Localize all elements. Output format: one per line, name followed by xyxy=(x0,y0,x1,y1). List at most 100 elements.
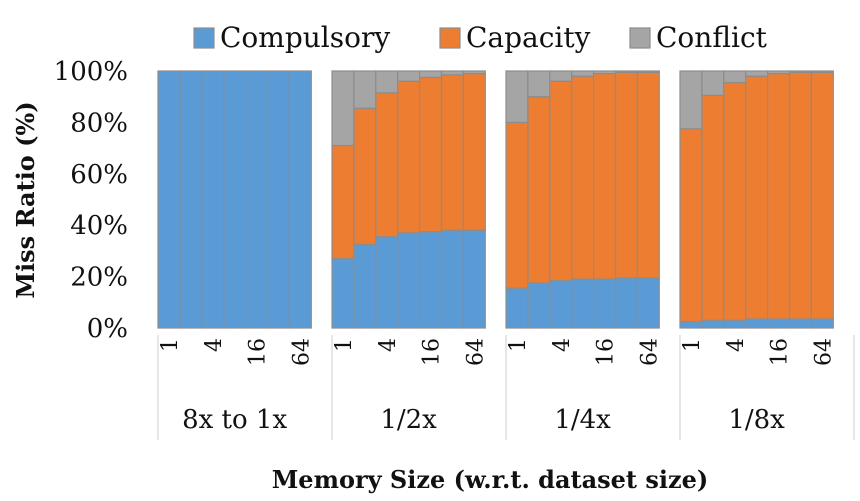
bar-segment-compulsory xyxy=(245,70,269,329)
bar-group xyxy=(157,70,312,329)
bar-segment-compulsory xyxy=(810,318,834,329)
bar-segment-capacity xyxy=(636,71,660,279)
bars xyxy=(157,70,834,329)
bar-segment-conflict xyxy=(397,70,421,82)
bar-segment-capacity xyxy=(549,80,573,282)
x-tick-label: 64 xyxy=(637,338,662,366)
bar-segment-conflict xyxy=(353,70,377,109)
bar-segment-conflict xyxy=(679,70,703,130)
bar-segment-capacity xyxy=(419,76,443,233)
y-tick-label: 60% xyxy=(70,160,128,190)
bar-segment-conflict xyxy=(505,70,529,124)
x-tick-label: 1 xyxy=(158,338,183,352)
x-tick-label: 4 xyxy=(550,338,575,352)
legend: Compulsory Capacity Conflict xyxy=(193,21,768,54)
bar-segment-capacity xyxy=(745,75,769,320)
x-tick-label: 16 xyxy=(768,338,793,366)
bar-segment-capacity xyxy=(462,72,486,231)
bar-segment-compulsory xyxy=(766,318,791,329)
legend-swatch xyxy=(629,27,651,49)
bar-segment-conflict xyxy=(745,70,769,77)
bar-segment-conflict xyxy=(571,70,595,77)
y-tick-label: 40% xyxy=(70,211,128,241)
bar-segment-capacity xyxy=(723,81,747,321)
legend-swatch xyxy=(439,27,461,49)
x-tick-label: 4 xyxy=(376,338,401,352)
bar-segment-capacity xyxy=(592,72,617,280)
bar-segment-compulsory xyxy=(788,318,812,329)
bar-segment-conflict xyxy=(723,70,747,84)
bar-segment-conflict xyxy=(375,70,399,94)
y-tick-label: 0% xyxy=(87,314,128,344)
y-tick-label: 20% xyxy=(70,263,128,293)
legend-item: Compulsory xyxy=(193,21,390,54)
bar-segment-conflict xyxy=(419,70,443,79)
legend-label: Capacity xyxy=(466,21,591,54)
group-label: 1/4x xyxy=(554,405,611,435)
bar-segment-conflict xyxy=(527,70,551,98)
bar-segment-compulsory xyxy=(375,236,399,329)
bar-segment-conflict xyxy=(549,70,573,82)
bar-segment-compulsory xyxy=(505,287,529,329)
bar-group xyxy=(679,70,834,329)
bar-segment-capacity xyxy=(701,94,725,321)
bar-segment-compulsory xyxy=(353,243,377,329)
bar-segment-compulsory xyxy=(701,319,725,329)
bar-segment-conflict xyxy=(592,70,617,75)
bar-segment-compulsory xyxy=(288,70,312,329)
bar-segment-compulsory xyxy=(157,70,181,329)
x-tick-label: 16 xyxy=(246,338,271,366)
group-label: 1/2x xyxy=(380,405,437,435)
bar-segment-conflict xyxy=(788,70,812,73)
bar-segment-conflict xyxy=(331,70,355,147)
bar-segment-compulsory xyxy=(592,278,617,329)
x-tick-label: 4 xyxy=(724,338,749,352)
bar-segment-compulsory xyxy=(419,231,443,329)
bar-segment-conflict xyxy=(766,70,791,75)
bar-segment-compulsory xyxy=(201,70,225,329)
x-tick-label: 1 xyxy=(506,338,531,352)
legend-item: Conflict xyxy=(629,21,768,54)
bar-segment-compulsory xyxy=(636,277,660,329)
x-tick-label: 4 xyxy=(202,338,227,352)
bar-segment-compulsory xyxy=(397,232,421,329)
bar-segment-conflict xyxy=(440,70,464,76)
bar-segment-capacity xyxy=(375,92,399,238)
legend-swatch xyxy=(193,27,215,49)
x-axis: 1 4 16 64 8x to 1x 1 4 16 64 1/2x 1 4 16 64 1/4x 1 4 16 64… xyxy=(157,335,855,440)
y-tick-label: 80% xyxy=(70,108,128,138)
bar-segment-capacity xyxy=(810,71,834,320)
bar-segment-compulsory xyxy=(614,277,638,329)
legend-label: Compulsory xyxy=(220,21,390,54)
bar-segment-capacity xyxy=(505,121,529,289)
x-tick-label: 1 xyxy=(680,338,705,352)
x-tick-label: 64 xyxy=(289,338,314,366)
bar-segment-capacity xyxy=(331,144,355,260)
bar-segment-compulsory xyxy=(179,70,203,329)
group-label: 8x to 1x xyxy=(182,405,287,435)
bar-segment-capacity xyxy=(679,128,703,323)
bar-segment-capacity xyxy=(614,71,638,279)
bar-segment-capacity xyxy=(353,107,377,246)
bar-segment-capacity xyxy=(397,80,421,234)
legend-label: Conflict xyxy=(656,21,768,54)
bar-group xyxy=(505,70,660,329)
bar-segment-compulsory xyxy=(679,320,703,329)
bar-segment-compulsory xyxy=(549,279,573,329)
bar-segment-conflict xyxy=(701,70,725,97)
bar-segment-capacity xyxy=(440,74,464,231)
x-axis-title: Memory Size (w.r.t. dataset size) xyxy=(272,465,709,494)
bar-segment-compulsory xyxy=(571,278,595,329)
bar-segment-compulsory xyxy=(745,318,769,329)
y-axis-title: Miss Ratio (%) xyxy=(11,101,40,298)
bar-segment-compulsory xyxy=(331,258,355,329)
bar-segment-conflict xyxy=(810,70,834,73)
bar-segment-compulsory xyxy=(527,282,551,329)
bar-segment-compulsory xyxy=(440,229,464,329)
x-tick-label: 64 xyxy=(463,338,488,366)
group-label: 1/8x xyxy=(728,405,785,435)
x-tick-label: 64 xyxy=(811,338,836,366)
bar-segment-capacity xyxy=(571,75,595,280)
bar-segment-capacity xyxy=(527,96,551,284)
y-axis-ticks: 0% 20% 40% 60% 80% 100% xyxy=(54,57,128,344)
